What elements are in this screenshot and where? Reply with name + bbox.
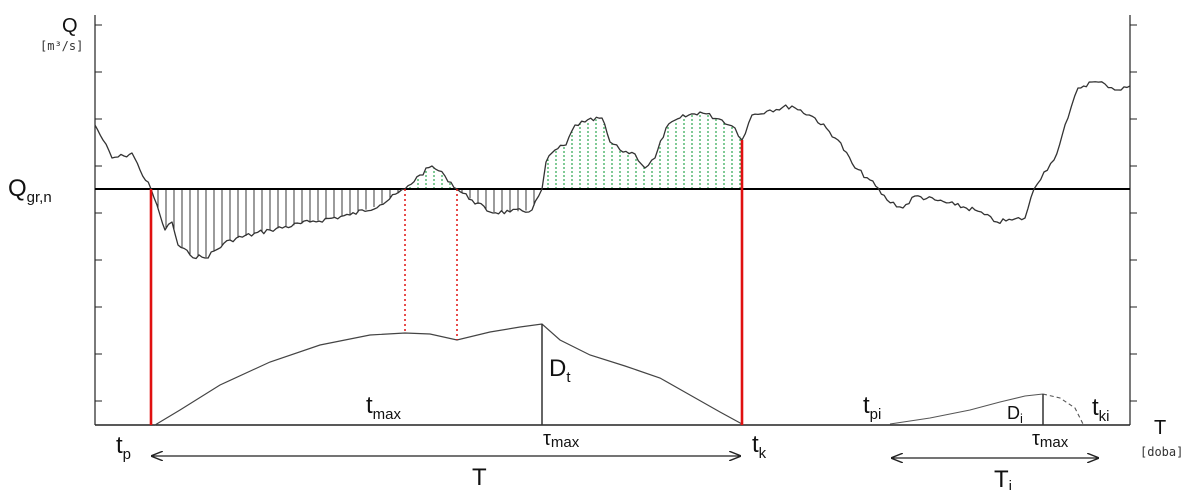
- label-t-p: tp: [116, 432, 131, 463]
- cumulative-deficit-curve: [154, 323, 743, 426]
- y-axis-ticks: [95, 24, 102, 402]
- x-axis-unit: [doba]: [1140, 445, 1183, 459]
- label-t-max: tmax: [366, 392, 402, 423]
- label-T: T: [472, 464, 487, 490]
- label-tau-max-i: τmax: [1032, 428, 1069, 451]
- y-axis-label: Q: [62, 15, 78, 37]
- deficit-hatching: [157, 189, 535, 258]
- right-axis: [1129, 15, 1137, 425]
- label-D-t: Dt: [549, 355, 571, 386]
- x-axis-label: T: [1154, 417, 1166, 439]
- y-axis-unit: [m³/s]: [40, 39, 83, 53]
- y-axis: [94, 15, 102, 425]
- surplus-hatching: [409, 112, 741, 189]
- label-T-i: Ti: [994, 466, 1012, 490]
- cumulative-deficit-curve-i-recovery: [1042, 393, 1084, 425]
- label-t-k: tk: [752, 431, 767, 462]
- label-t-pi: tpi: [863, 392, 881, 423]
- threshold-label: Qgr,n: [8, 175, 52, 206]
- label-t-ki: tki: [1092, 394, 1110, 425]
- label-tau-max: τmax: [543, 428, 580, 451]
- label-D-i: Di: [1007, 403, 1023, 426]
- right-axis-ticks: [1130, 24, 1137, 402]
- discharge-curve: [94, 81, 1131, 260]
- cumulative-deficit-curve-i: [889, 393, 1044, 425]
